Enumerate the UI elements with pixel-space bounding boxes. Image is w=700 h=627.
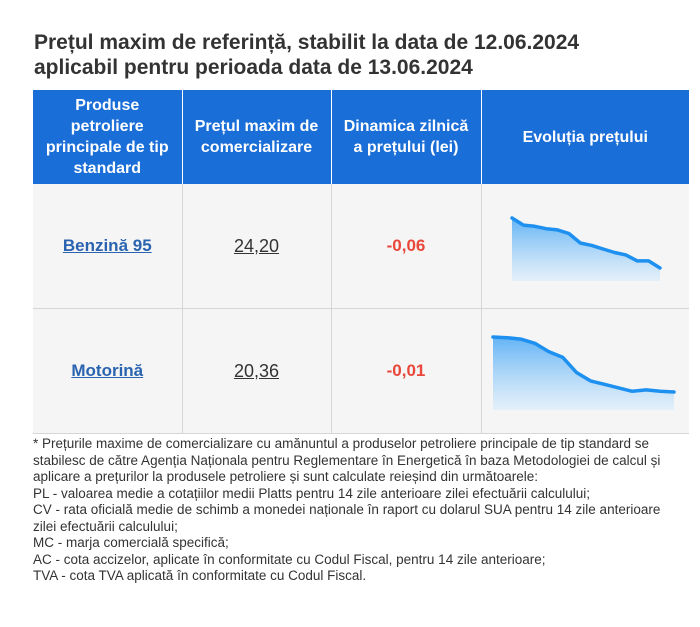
header-price-evolution: Evoluția prețului: [481, 90, 689, 184]
footnote-ac: AC - cota accizelor, aplicate în conform…: [33, 551, 546, 567]
daily-change-motorina: -0,01: [386, 361, 426, 380]
footnotes: * Prețurile maxime de comercializare cu …: [33, 436, 683, 585]
price-cell: 24,20: [182, 184, 332, 309]
sparkline-line: [491, 335, 676, 394]
change-cell: -0,06: [331, 184, 482, 309]
title-line-1: Prețul maxim de referință, stabilit la d…: [34, 31, 580, 54]
evolution-cell: [481, 308, 689, 434]
prices-table: Produse petroliere principale de tip sta…: [33, 90, 689, 434]
sparkline-line: [510, 216, 662, 270]
price-link-motorina[interactable]: 20,36: [233, 360, 280, 381]
price-cell: 20,36: [182, 308, 332, 434]
table-row: Benzină 95 24,20 -0,06: [33, 184, 689, 309]
product-link-motorina[interactable]: Motorină: [71, 361, 144, 380]
product-cell: Motorină: [33, 308, 183, 434]
header-daily-change: Dinamica zilnică a prețului (lei): [331, 90, 482, 184]
product-cell: Benzină 95: [33, 184, 183, 309]
sparkline-area: [512, 218, 661, 281]
table-row: Motorină 20,36 -0,01: [33, 308, 689, 434]
sparkline-benzina-95: [510, 216, 662, 281]
title-line-2: aplicabil pentru perioada data de 13.06.…: [34, 56, 473, 79]
product-link-benzina-95[interactable]: Benzină 95: [62, 236, 152, 255]
footnote-intro: * Prețurile maxime de comercializare cu …: [33, 436, 661, 484]
footnote-tva: TVA - cota TVA aplicată în conformitate …: [33, 568, 367, 583]
price-link-benzina-95[interactable]: 24,20: [233, 235, 280, 256]
evolution-cell: [481, 184, 689, 309]
header-products: Produse petroliere principale de tip sta…: [33, 90, 183, 184]
header-max-price: Prețul maxim de comercializare: [182, 90, 332, 184]
sparkline-area: [493, 337, 675, 410]
daily-change-benzina-95: -0,06: [386, 236, 426, 255]
footnote-pl: PL - valoarea medie a cotațiilor medii P…: [33, 485, 591, 501]
page-title: Prețul maxim de referință, stabilit la d…: [34, 30, 684, 80]
table-header-row: Produse petroliere principale de tip sta…: [33, 90, 689, 184]
footnote-mc: MC - marja comercială specifică;: [33, 535, 229, 550]
change-cell: -0,01: [331, 308, 482, 434]
footnote-cv: CV - rata oficială medie de schimb a mon…: [33, 502, 661, 534]
sparkline-motorina: [491, 335, 676, 410]
